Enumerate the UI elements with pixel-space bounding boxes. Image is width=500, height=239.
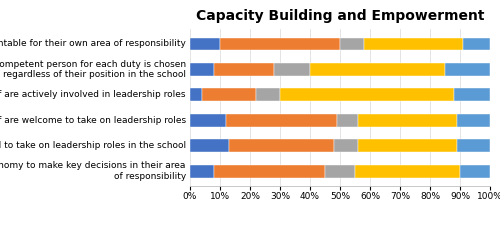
- Bar: [229, 139, 334, 152]
- Bar: [454, 88, 490, 101]
- Bar: [190, 139, 229, 152]
- Bar: [355, 165, 460, 178]
- Bar: [358, 139, 457, 152]
- Bar: [337, 114, 358, 127]
- Bar: [457, 139, 490, 152]
- Bar: [226, 114, 337, 127]
- Bar: [190, 114, 226, 127]
- Bar: [325, 165, 355, 178]
- Bar: [202, 88, 256, 101]
- Bar: [214, 165, 325, 178]
- Title: Capacity Building and Empowerment: Capacity Building and Empowerment: [196, 9, 484, 23]
- Bar: [310, 63, 445, 76]
- Bar: [274, 63, 310, 76]
- Bar: [358, 114, 457, 127]
- Bar: [340, 38, 364, 50]
- Bar: [190, 38, 220, 50]
- Bar: [463, 38, 490, 50]
- Bar: [190, 88, 202, 101]
- Bar: [457, 114, 490, 127]
- Bar: [445, 63, 490, 76]
- Bar: [280, 88, 454, 101]
- Bar: [220, 38, 340, 50]
- Bar: [256, 88, 280, 101]
- Bar: [334, 139, 358, 152]
- Bar: [214, 63, 274, 76]
- Bar: [190, 63, 214, 76]
- Bar: [364, 38, 463, 50]
- Bar: [190, 165, 214, 178]
- Bar: [460, 165, 490, 178]
